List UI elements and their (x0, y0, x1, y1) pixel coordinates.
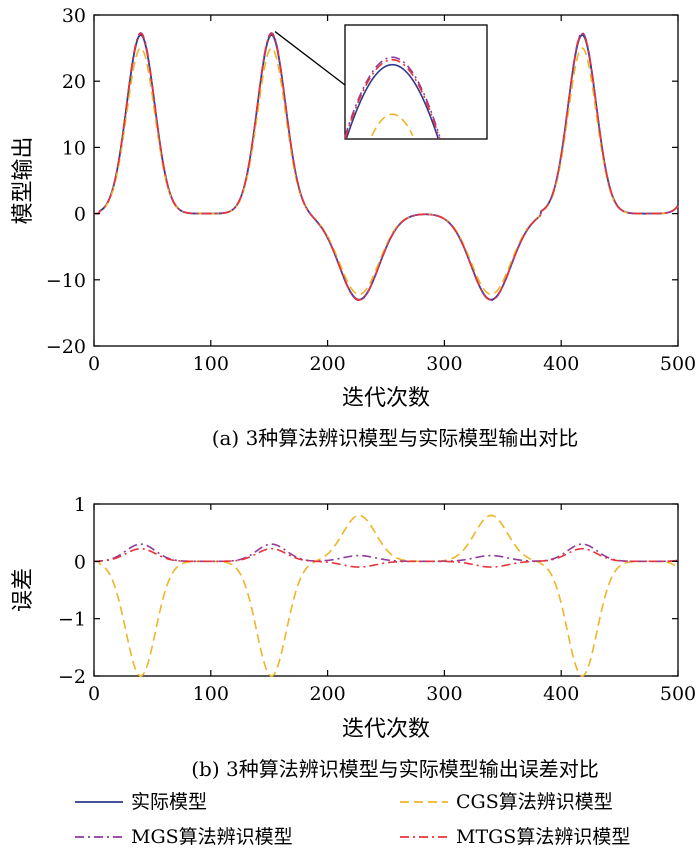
y-tick-label: −1 (58, 609, 86, 631)
x-tick-label: 200 (309, 683, 345, 705)
y-tick-label: 0 (74, 551, 86, 573)
legend-label: MGS算法辨识模型 (131, 826, 293, 848)
chart-a-x-axis-label: 迭代次数 (342, 386, 430, 411)
chart-a-ticks: 0 100 200 300 400 500 −20 −10 0 10 20 30 (46, 5, 696, 375)
inset-series-line (344, 56, 441, 137)
inset-series-line (344, 58, 441, 139)
x-tick-label: 500 (660, 353, 696, 375)
chart-b-series-line (94, 543, 679, 563)
chart-a-series-line (94, 32, 679, 301)
chart-a-inset (274, 24, 488, 140)
x-tick-label: 0 (88, 353, 100, 375)
legend-label: MTGS算法辨识模型 (456, 826, 630, 848)
y-tick-label: 30 (62, 5, 86, 27)
x-tick-label: 400 (543, 683, 579, 705)
chart-b-y-axis-label: 误差 (11, 568, 36, 612)
y-tick-label: −20 (46, 336, 86, 358)
inset-series-line (371, 113, 414, 137)
chart-b-series-group (94, 514, 679, 677)
chart-a-y-axis-label: 模型输出 (11, 136, 36, 224)
chart-b-caption: (b) 3种算法辨识模型与实际模型输出误差对比 (191, 757, 599, 781)
inset-series-line (345, 63, 439, 139)
x-tick-label: 400 (543, 353, 579, 375)
chart-b-plot-frame (93, 503, 679, 677)
y-tick-label: 1 (74, 494, 86, 516)
chart-b: 0 100 200 300 400 500 −2 −1 0 1 迭代次数 误差 (b) 3种算法辨… (11, 494, 696, 781)
x-tick-label: 500 (660, 683, 696, 705)
x-tick-label: 100 (193, 353, 229, 375)
x-tick-label: 300 (426, 353, 462, 375)
x-tick-label: 200 (309, 353, 345, 375)
chart-a-caption: (a) 3种算法辨识模型与实际模型输出对比 (212, 426, 579, 450)
y-tick-label: 0 (74, 204, 86, 226)
chart-b-x-axis-label: 迭代次数 (342, 717, 430, 742)
legend-label: CGS算法辨识模型 (456, 791, 613, 813)
chart-b-series-line (94, 514, 679, 677)
chart-b-series-line (94, 547, 679, 568)
chart-a-plot-frame (93, 14, 679, 347)
chart-a-series-group (94, 31, 679, 302)
y-tick-label: −10 (46, 270, 86, 292)
x-tick-label: 0 (88, 683, 100, 705)
y-tick-label: 20 (62, 71, 86, 93)
legend-label: 实际模型 (131, 791, 207, 813)
chart-b-ticks: 0 100 200 300 400 500 −2 −1 0 1 (58, 494, 696, 705)
legend: 实际模型 CGS算法辨识模型 MGS算法辨识模型 MTGS算法辨识模型 (75, 791, 630, 848)
inset-connector (274, 31, 346, 86)
x-tick-label: 100 (193, 683, 229, 705)
y-tick-label: 10 (62, 137, 86, 159)
y-tick-label: −2 (58, 666, 86, 688)
x-tick-label: 300 (426, 683, 462, 705)
